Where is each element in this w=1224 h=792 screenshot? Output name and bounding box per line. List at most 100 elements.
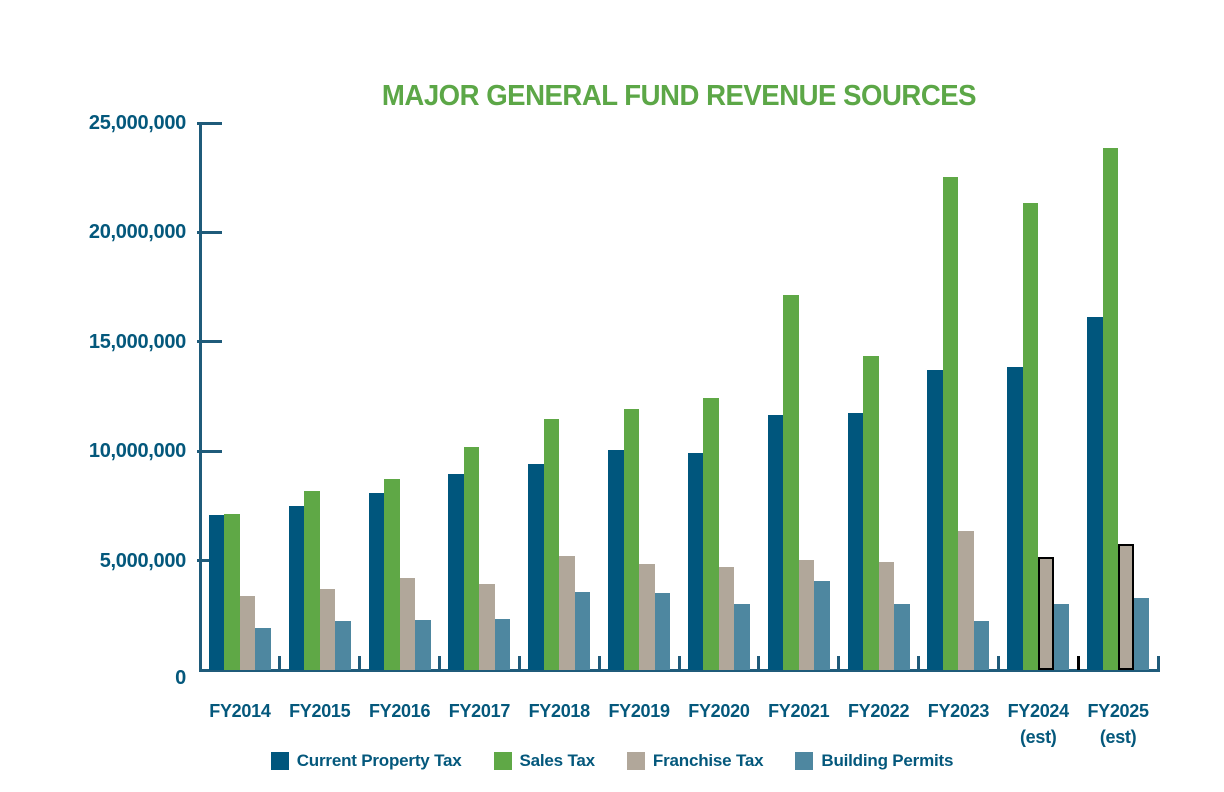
x-axis-tick <box>358 656 362 670</box>
bar-current-property-tax <box>448 474 464 670</box>
bar-current-property-tax <box>847 413 864 670</box>
x-axis-label: FY2024 <box>1007 701 1070 721</box>
bar-current-property-tax <box>288 506 305 670</box>
bar-franchise-tax <box>479 584 495 670</box>
x-axis-label: FY2015 <box>289 701 351 721</box>
bar-building-permits <box>415 620 431 670</box>
y-axis-line <box>198 123 202 672</box>
bar-franchise-tax <box>798 560 815 670</box>
x-axis-sublabel: (est) <box>1019 727 1057 747</box>
bar-franchise-tax <box>958 531 974 670</box>
bar-sales-tax <box>783 295 799 670</box>
x-axis-tick <box>438 656 441 670</box>
bar-sales-tax <box>384 479 400 670</box>
legend-swatch <box>626 752 645 770</box>
bar-building-permits <box>574 592 591 670</box>
x-axis-label: FY2014 <box>209 701 271 721</box>
x-axis-tick <box>1076 656 1080 670</box>
x-axis-label: FY2018 <box>528 701 591 721</box>
bar-current-property-tax <box>927 370 943 670</box>
bar-sales-tax <box>1022 203 1039 670</box>
x-axis-tick <box>757 656 761 670</box>
x-axis-label: FY2022 <box>847 701 910 721</box>
bar-current-property-tax <box>1007 367 1023 670</box>
legend-swatch <box>493 752 512 770</box>
y-axis-tick-label: 5,000,000 <box>99 549 187 572</box>
y-axis-tick-label: 10,000,000 <box>88 440 186 463</box>
bar-building-permits <box>973 621 990 670</box>
x-axis-tick <box>597 656 601 670</box>
x-axis-tick <box>837 656 841 670</box>
legend-item: Building Permits <box>795 751 953 771</box>
bar-current-property-tax <box>1087 317 1103 670</box>
bar-building-permits <box>1053 604 1070 670</box>
bar-sales-tax <box>623 409 640 670</box>
bar-sales-tax <box>224 514 240 670</box>
x-axis-tick <box>517 656 521 670</box>
x-axis-tick <box>1156 656 1160 670</box>
y-axis-tick <box>197 230 222 234</box>
bar-sales-tax <box>304 491 320 670</box>
legend-label: Current Property Tax <box>296 751 462 770</box>
chart-title: MAJOR GENERAL FUND REVENUE SOURCES <box>381 80 977 112</box>
bar-franchise-tax <box>718 567 735 670</box>
legend-label: Building Permits <box>821 751 954 770</box>
bar-building-permits <box>1133 598 1150 670</box>
legend: Current Property Tax Sales Tax Franchise T… <box>0 751 1224 771</box>
bar-sales-tax <box>942 177 959 670</box>
bar-building-permits <box>734 604 750 670</box>
x-axis-line <box>198 668 1160 672</box>
bar-current-property-tax <box>767 415 784 670</box>
x-axis-label: FY2020 <box>688 701 750 721</box>
y-axis-tick-label: 0 <box>175 667 186 689</box>
x-axis-tick <box>917 656 920 670</box>
bar-current-property-tax <box>208 515 225 670</box>
bar-franchise-tax <box>1038 557 1054 670</box>
legend-swatch <box>795 752 814 770</box>
bar-building-permits <box>335 621 351 670</box>
bar-franchise-tax <box>1118 544 1134 670</box>
bar-sales-tax <box>703 398 719 670</box>
bar-current-property-tax <box>368 493 385 670</box>
bar-current-property-tax <box>608 450 624 670</box>
y-axis-tick <box>197 340 222 344</box>
bar-sales-tax <box>1102 148 1119 670</box>
bar-building-permits <box>654 593 671 670</box>
y-axis-tick <box>197 121 222 125</box>
bar-sales-tax <box>863 356 879 670</box>
x-axis-sublabel: (est) <box>1099 727 1137 747</box>
bar-building-permits <box>814 581 830 670</box>
bar-building-permits <box>894 604 910 670</box>
x-axis-tick <box>278 656 282 670</box>
y-axis-tick-label: 15,000,000 <box>88 330 186 353</box>
bar-franchise-tax <box>399 578 416 670</box>
x-axis-label: FY2019 <box>608 701 670 721</box>
bar-franchise-tax <box>639 564 655 670</box>
bar-building-permits <box>494 619 511 670</box>
y-axis-tick <box>197 449 222 453</box>
bar-franchise-tax <box>559 556 575 670</box>
bar-sales-tax <box>543 419 560 670</box>
x-axis-label: FY2016 <box>368 701 431 721</box>
legend-item: Franchise Tax <box>626 751 764 771</box>
x-axis-tick <box>677 656 681 670</box>
x-axis-label: FY2017 <box>448 701 511 721</box>
y-axis-tick-label: 25,000,000 <box>88 112 186 134</box>
bar-franchise-tax <box>319 589 336 670</box>
bar-franchise-tax <box>878 562 895 670</box>
legend-label: Sales Tax <box>519 751 596 770</box>
x-axis-label: FY2021 <box>768 701 830 721</box>
legend-item: Current Property Tax <box>270 751 462 771</box>
legend-swatch <box>270 752 289 770</box>
bar-current-property-tax <box>528 464 544 670</box>
legend-label: Franchise Tax <box>652 751 764 770</box>
bar-sales-tax <box>463 447 480 670</box>
x-axis-tick <box>996 656 1000 670</box>
bar-building-permits <box>255 628 271 670</box>
y-axis-tick-label: 20,000,000 <box>88 221 186 244</box>
bar-current-property-tax <box>687 453 704 670</box>
bar-franchise-tax <box>239 596 256 670</box>
x-axis-label: FY2023 <box>927 701 990 721</box>
x-axis-label: FY2025 <box>1087 701 1149 721</box>
